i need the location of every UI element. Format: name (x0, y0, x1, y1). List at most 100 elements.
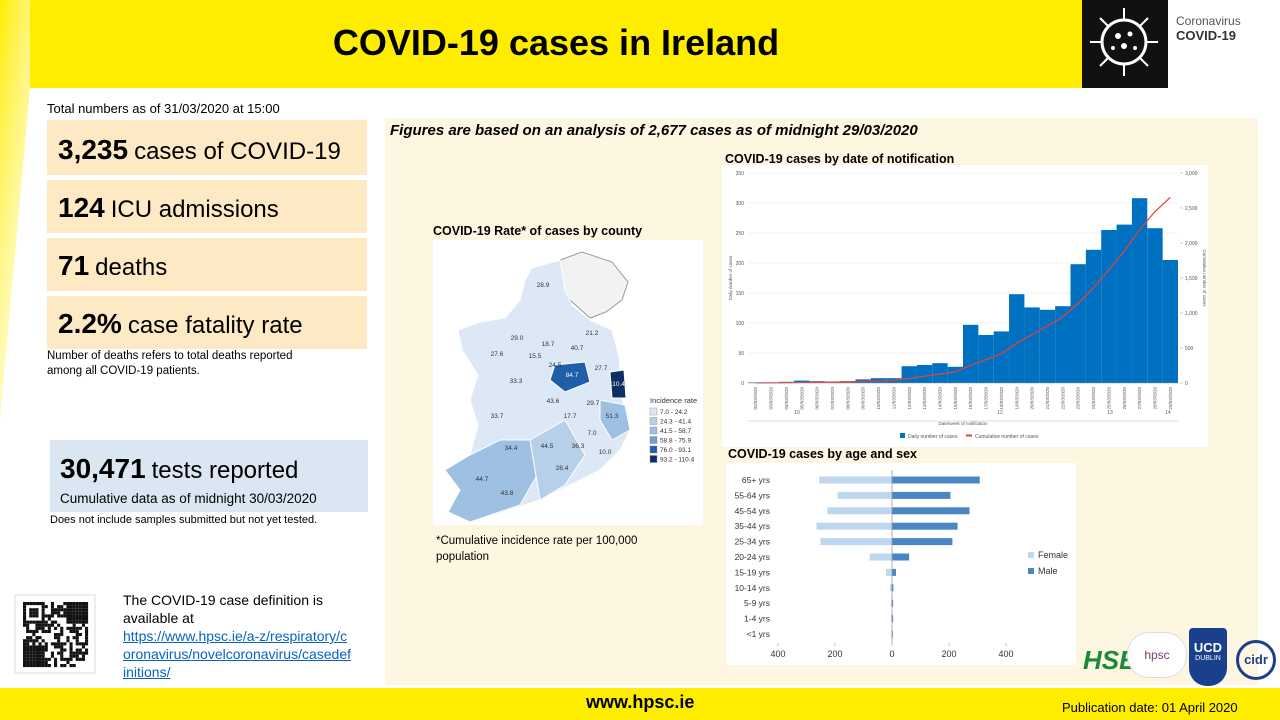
chart-layer: 28.9 27.6 29.0 18.715.5 40.7 21.2 24.5 84.7 27.7… (476, 171, 1207, 659)
qr-cell (26, 639, 30, 643)
qr-cell (23, 648, 27, 652)
qr-cell (29, 660, 33, 664)
week-label: 12 (997, 410, 1003, 416)
stat-box (47, 120, 367, 175)
qr-cell (72, 651, 76, 655)
qr-cell (41, 623, 45, 627)
logo: UCD (1193, 640, 1223, 655)
bar (827, 507, 892, 515)
qr-cell (32, 629, 36, 633)
qr-cell (32, 620, 36, 624)
bar (892, 599, 894, 607)
qr-cell (32, 648, 36, 652)
x-tick-label: 25/03/2020 (1106, 387, 1111, 410)
y-tick-label: 150 (736, 291, 745, 297)
county-rate: 84.7 (566, 372, 579, 379)
x-tick-label: 11/03/2020 (891, 387, 896, 410)
qr-cell (75, 629, 79, 633)
qr-cell (81, 654, 85, 658)
bar (1070, 264, 1086, 383)
qr-cell (35, 648, 39, 652)
qr-cell (75, 651, 79, 655)
qr-cell (66, 611, 70, 615)
qr-cell (75, 620, 79, 624)
y-tick-label: 65+ yrs (742, 475, 770, 485)
y-tick-label: 50 (738, 351, 744, 357)
county-rate: 28.9 (537, 282, 550, 289)
qr-cell (50, 654, 54, 658)
qr-cell (78, 602, 82, 606)
stat-number: 71 (58, 250, 90, 281)
x-tick-label: 10/03/2020 (876, 387, 881, 410)
qr-cell (54, 664, 58, 668)
qr-cell (44, 605, 48, 609)
x-tick-label: 09/03/2020 (861, 387, 866, 410)
qr-cell (72, 636, 76, 640)
bar (890, 584, 892, 592)
legend-swatch (649, 455, 658, 463)
qr-cell (44, 664, 48, 668)
case-definition-link[interactable]: https://www.hpsc.ie/a-z/respiratory/coro… (123, 628, 352, 680)
qr-cell (29, 651, 33, 655)
qr-cell (35, 654, 39, 658)
qr-cell (44, 623, 48, 627)
deaths-note: Number of deaths refers to total deaths … (47, 350, 293, 377)
qr-cell (66, 608, 70, 612)
qr-cell (78, 605, 82, 609)
qr-cell (85, 617, 89, 621)
qr-cell (41, 648, 45, 652)
y-axis-title: Daily number of cases (728, 255, 733, 300)
bar (1009, 294, 1025, 383)
x-tick-label: 14/03/2020 (937, 387, 942, 410)
y2-tick-label: 0 (1185, 381, 1188, 387)
y2-tick-label: 2,000 (1185, 241, 1198, 247)
qr-cell (23, 651, 27, 655)
qr-cell (35, 629, 39, 633)
qr-cell (54, 657, 58, 661)
qr-cell (85, 648, 89, 652)
qr-cell (41, 657, 45, 661)
legend-title: Incidence rate (650, 396, 697, 405)
qr-cell (23, 620, 27, 624)
bar (892, 491, 951, 499)
y-tick-label: 25-34 yrs (735, 537, 770, 547)
tests-footnote: Does not include samples submitted but n… (50, 514, 318, 526)
qr-cell (23, 617, 27, 621)
qr-cell (63, 611, 67, 615)
badge-text: Coronavirus (1176, 14, 1241, 28)
bar (891, 615, 892, 623)
x-tick-label: 03/03/2020 (769, 387, 774, 410)
bar (869, 553, 892, 561)
qr-cell (32, 651, 36, 655)
qr-cell (35, 639, 39, 643)
qr-cell (60, 642, 64, 646)
x-tick-label: 16/03/2020 (968, 387, 973, 410)
qr-cell (23, 639, 27, 643)
qr-cell (44, 629, 48, 633)
legend-label: 24.3 - 41.4 (660, 419, 691, 426)
qr-cell (32, 664, 36, 668)
legend-label: Male (1038, 566, 1058, 576)
qr-cell (85, 633, 89, 637)
bar (820, 538, 892, 546)
map-footnote: *Cumulative incidence rate per 100,000 p… (436, 535, 638, 563)
qr-cell (63, 608, 67, 612)
qr-cell (75, 605, 79, 609)
qr-cell (35, 614, 39, 618)
stat: 3,235 cases of COVID-19 (58, 136, 341, 164)
y2-tick-label: 500 (1185, 346, 1194, 352)
qr-cell (41, 660, 45, 664)
bar (963, 324, 979, 383)
qr-cell (60, 614, 64, 618)
qr-cell (26, 648, 30, 652)
bar (901, 366, 917, 383)
qr-cell (81, 657, 85, 661)
qr-cell (26, 636, 30, 640)
panel-heading: Figures are based on an analysis of 2,67… (390, 122, 918, 139)
qr-cell (69, 651, 73, 655)
legend-swatch (649, 426, 658, 435)
qr-cell (38, 642, 42, 646)
legend-label: Daily number of cases (908, 434, 958, 440)
qr-cell (47, 617, 51, 621)
